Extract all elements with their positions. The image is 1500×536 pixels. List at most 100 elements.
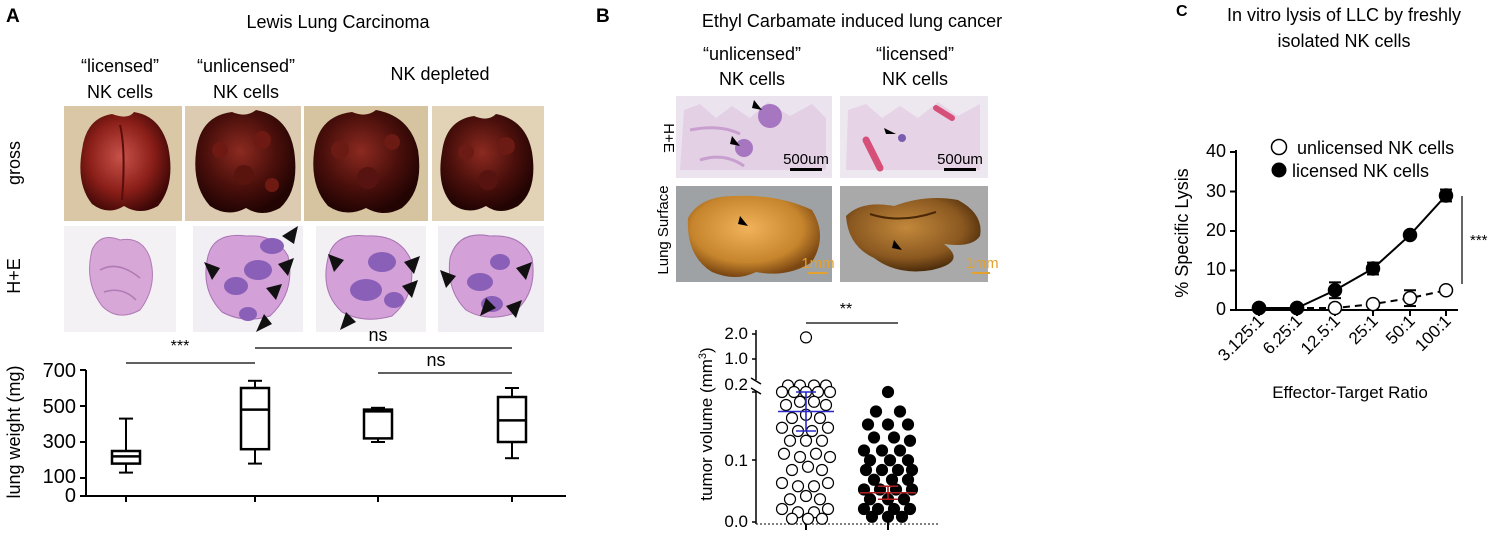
gross-photo-unlicensed (185, 106, 301, 221)
point-licensed (1365, 261, 1381, 276)
gross-photo-depleted-1 (304, 106, 428, 221)
arrow-icon (892, 240, 902, 250)
dotplot-ytick-0: 0.0 (724, 512, 748, 531)
dotplot-point (799, 489, 813, 503)
box-iqr (362, 408, 394, 440)
dotplot-ytick-2: 2.0 (724, 324, 748, 343)
dotplot-point (875, 444, 889, 457)
series-line-licensed (1259, 194, 1447, 310)
dotplot-point (775, 476, 789, 490)
b-he-scalebar-label-2: 500um (937, 151, 983, 168)
c-ytick-0: 0 (1216, 299, 1226, 319)
gross-photo-licensed (64, 106, 182, 221)
arrowhead-icon (402, 280, 418, 298)
panel-a-letter: A (6, 6, 20, 27)
dotplot-axis-break (750, 387, 762, 395)
lysis-line-chart: % Specific Lysis 40 30 20 10 0 Effector-… (1172, 138, 1488, 402)
arrow-icon (752, 100, 762, 110)
legend-label-unlicensed: unlicensed NK cells (1297, 138, 1454, 158)
gross-photo-depleted-2 (432, 106, 544, 221)
dotplot-point (801, 512, 815, 525)
c-ytick-20: 20 (1206, 220, 1226, 240)
dotplot-point (819, 398, 833, 412)
b-col-label-unlicensed-line1: “unlicensed” (703, 44, 801, 64)
dotplot-point (895, 510, 909, 523)
he-section-licensed (64, 226, 176, 332)
b-row-label-he: H+E (660, 123, 677, 153)
col-label-nk-depleted: NK depleted (390, 64, 489, 84)
col-label-unlicensed-line1: “unlicensed” (197, 56, 295, 76)
dotplot-point (807, 395, 821, 408)
panel-c: C In vitro lysis of LLC by freshly isola… (1172, 3, 1488, 402)
arrowhead-icon (340, 312, 356, 330)
dotplot-point (815, 463, 829, 477)
dotplot-point (881, 385, 895, 399)
arrowhead-icon (266, 284, 282, 300)
row-label-he: H+E (4, 258, 24, 294)
point-unlicensed (1365, 296, 1381, 312)
legend-marker-licensed (1271, 162, 1287, 178)
dotplot-point (801, 460, 815, 473)
c-xtick-label: 6.25:1 (1259, 311, 1306, 358)
c-ytick-10: 10 (1206, 259, 1226, 279)
dotplot-point (821, 502, 835, 516)
point-licensed (1289, 300, 1305, 316)
panel-c-letter: C (1176, 3, 1188, 20)
arrowhead-icon (256, 314, 272, 332)
point-unlicensed (1402, 290, 1418, 306)
arrow-icon (730, 136, 740, 146)
dotplot-point (807, 480, 821, 493)
dotplot-point (785, 512, 799, 525)
dotplot-axis-break (750, 377, 762, 385)
dotplot-point (867, 431, 881, 444)
panel-a-title: Lewis Lung Carcinoma (246, 12, 430, 32)
arrowhead-icon (516, 262, 532, 280)
boxplot-ytick-500: 500 (43, 396, 76, 418)
b-he-unlicensed: 500um (676, 96, 832, 178)
arrowhead-icon (204, 262, 220, 280)
legend-marker-unlicensed (1270, 138, 1288, 156)
b-he-scalebar-label-1: 500um (783, 151, 829, 168)
b-he-licensed: 500um (840, 96, 988, 178)
dotplot-point (901, 418, 915, 431)
panel-b-letter: B (596, 6, 610, 27)
he-section-unlicensed (193, 226, 303, 332)
arrowhead-icon (282, 226, 298, 244)
c-ytick-30: 30 (1206, 181, 1226, 201)
dotplot-ytick-01: 0.1 (724, 451, 748, 470)
b-surface-scalebar-label-1: 1mm (801, 255, 834, 272)
b-surface-licensed: 1mm (840, 186, 999, 282)
dotplot-point (893, 444, 907, 457)
dotplot-point (881, 510, 895, 523)
c-xtick-label: 100:1 (1411, 311, 1455, 355)
dotplot-point (785, 463, 799, 477)
dotplot-point (799, 434, 813, 447)
arrowhead-icon (278, 258, 294, 276)
tumor-volume-dotplot: tumor volume (mm3) 2.0 1.0 0.2 0.1 0.0 *… (697, 301, 940, 531)
dotplot-point (891, 463, 905, 477)
point-licensed (1327, 283, 1343, 298)
dotplot-point (775, 502, 789, 516)
panel-c-title-line1: In vitro lysis of LLC by freshly (1227, 5, 1461, 25)
panel-b: B Ethyl Carbamate induced lung cancer “u… (596, 6, 1002, 531)
arrowhead-icon (328, 254, 344, 272)
panel-a: A Lewis Lung Carcinoma “licensed” NK cel… (4, 6, 566, 507)
dotplot-point (821, 421, 835, 434)
dotplot-point (793, 450, 807, 464)
dotplot-point (791, 480, 805, 493)
boxplot-ytick-700: 700 (43, 360, 76, 382)
dotplot-point (903, 434, 917, 447)
b-col-label-licensed-line1: “licensed” (876, 44, 954, 64)
dotplot-point (875, 463, 889, 477)
dotplot-point (823, 385, 837, 399)
dotplot-point (861, 418, 875, 431)
arrow-icon (738, 216, 748, 226)
dotplot-point (823, 450, 837, 464)
col-label-licensed-line1: “licensed” (81, 56, 159, 76)
dotplot-point (893, 405, 907, 418)
lung-weight-boxplot: lung weight (mg) 700 500 300 100 0 *** n… (4, 325, 566, 507)
arrowhead-markers (204, 226, 532, 332)
dotplot-point (799, 331, 813, 344)
dotplot-point (863, 493, 877, 506)
c-ylabel: % Specific Lysis (1172, 168, 1192, 297)
